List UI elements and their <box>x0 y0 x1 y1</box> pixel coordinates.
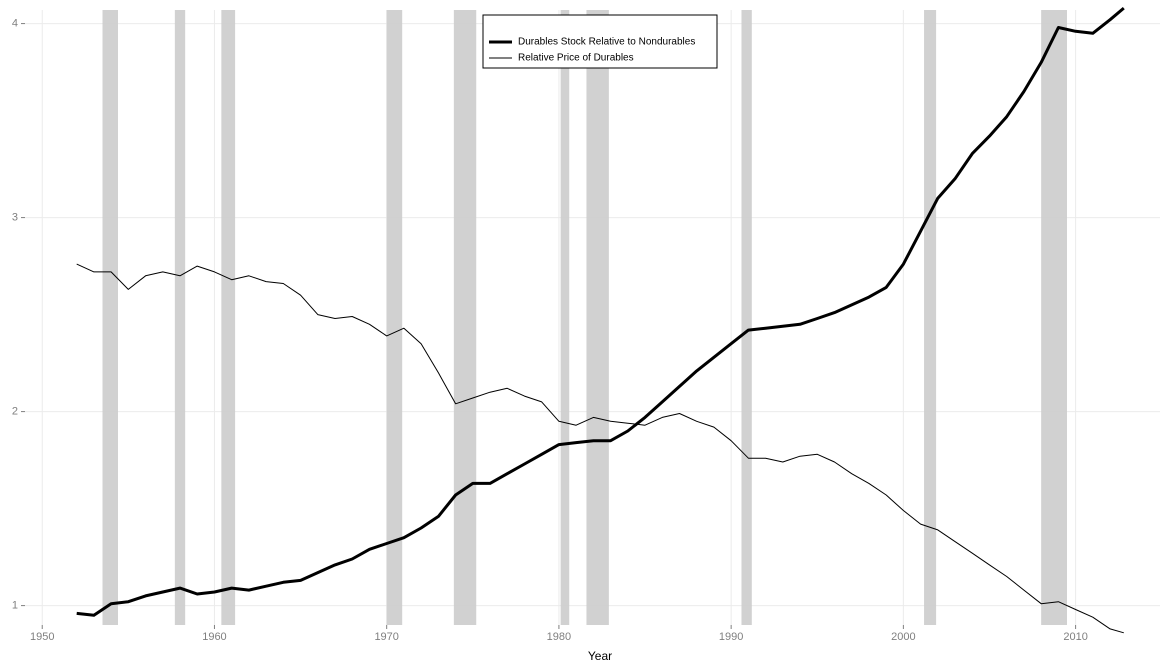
series-line <box>76 263 1124 634</box>
x-tick-label: 1960 <box>202 631 226 643</box>
recession-band <box>1041 10 1067 625</box>
x-axis-label: Year <box>588 649 612 663</box>
legend-label: Durables Stock Relative to Nondurables <box>518 37 695 48</box>
x-tick-label: 2000 <box>891 631 915 643</box>
x-tick-label: 1980 <box>547 631 571 643</box>
legend-box <box>482 14 718 69</box>
x-tick-label: 1990 <box>719 631 743 643</box>
series-line <box>76 6 1125 617</box>
recession-band <box>560 10 570 625</box>
legend: Durables Stock Relative to Nondurables Re… <box>482 14 718 69</box>
recession-band <box>102 10 119 625</box>
recession-band <box>453 10 477 625</box>
x-tick-label: 1970 <box>374 631 398 643</box>
y-tick-label: 1 <box>12 600 18 612</box>
y-tick-label: 4 <box>12 17 18 29</box>
recession-band <box>174 10 186 625</box>
recession-band <box>741 10 752 625</box>
y-tick-label: 3 <box>12 211 18 223</box>
recession-band <box>924 10 937 625</box>
y-tick-label: 2 <box>12 405 18 417</box>
x-tick-label: 2010 <box>1063 631 1087 643</box>
legend-label: Relative Price of Durables <box>518 53 634 64</box>
x-tick-label: 1950 <box>30 631 54 643</box>
recession-band <box>586 10 609 625</box>
recession-band <box>221 10 236 625</box>
recession-band <box>386 10 403 625</box>
